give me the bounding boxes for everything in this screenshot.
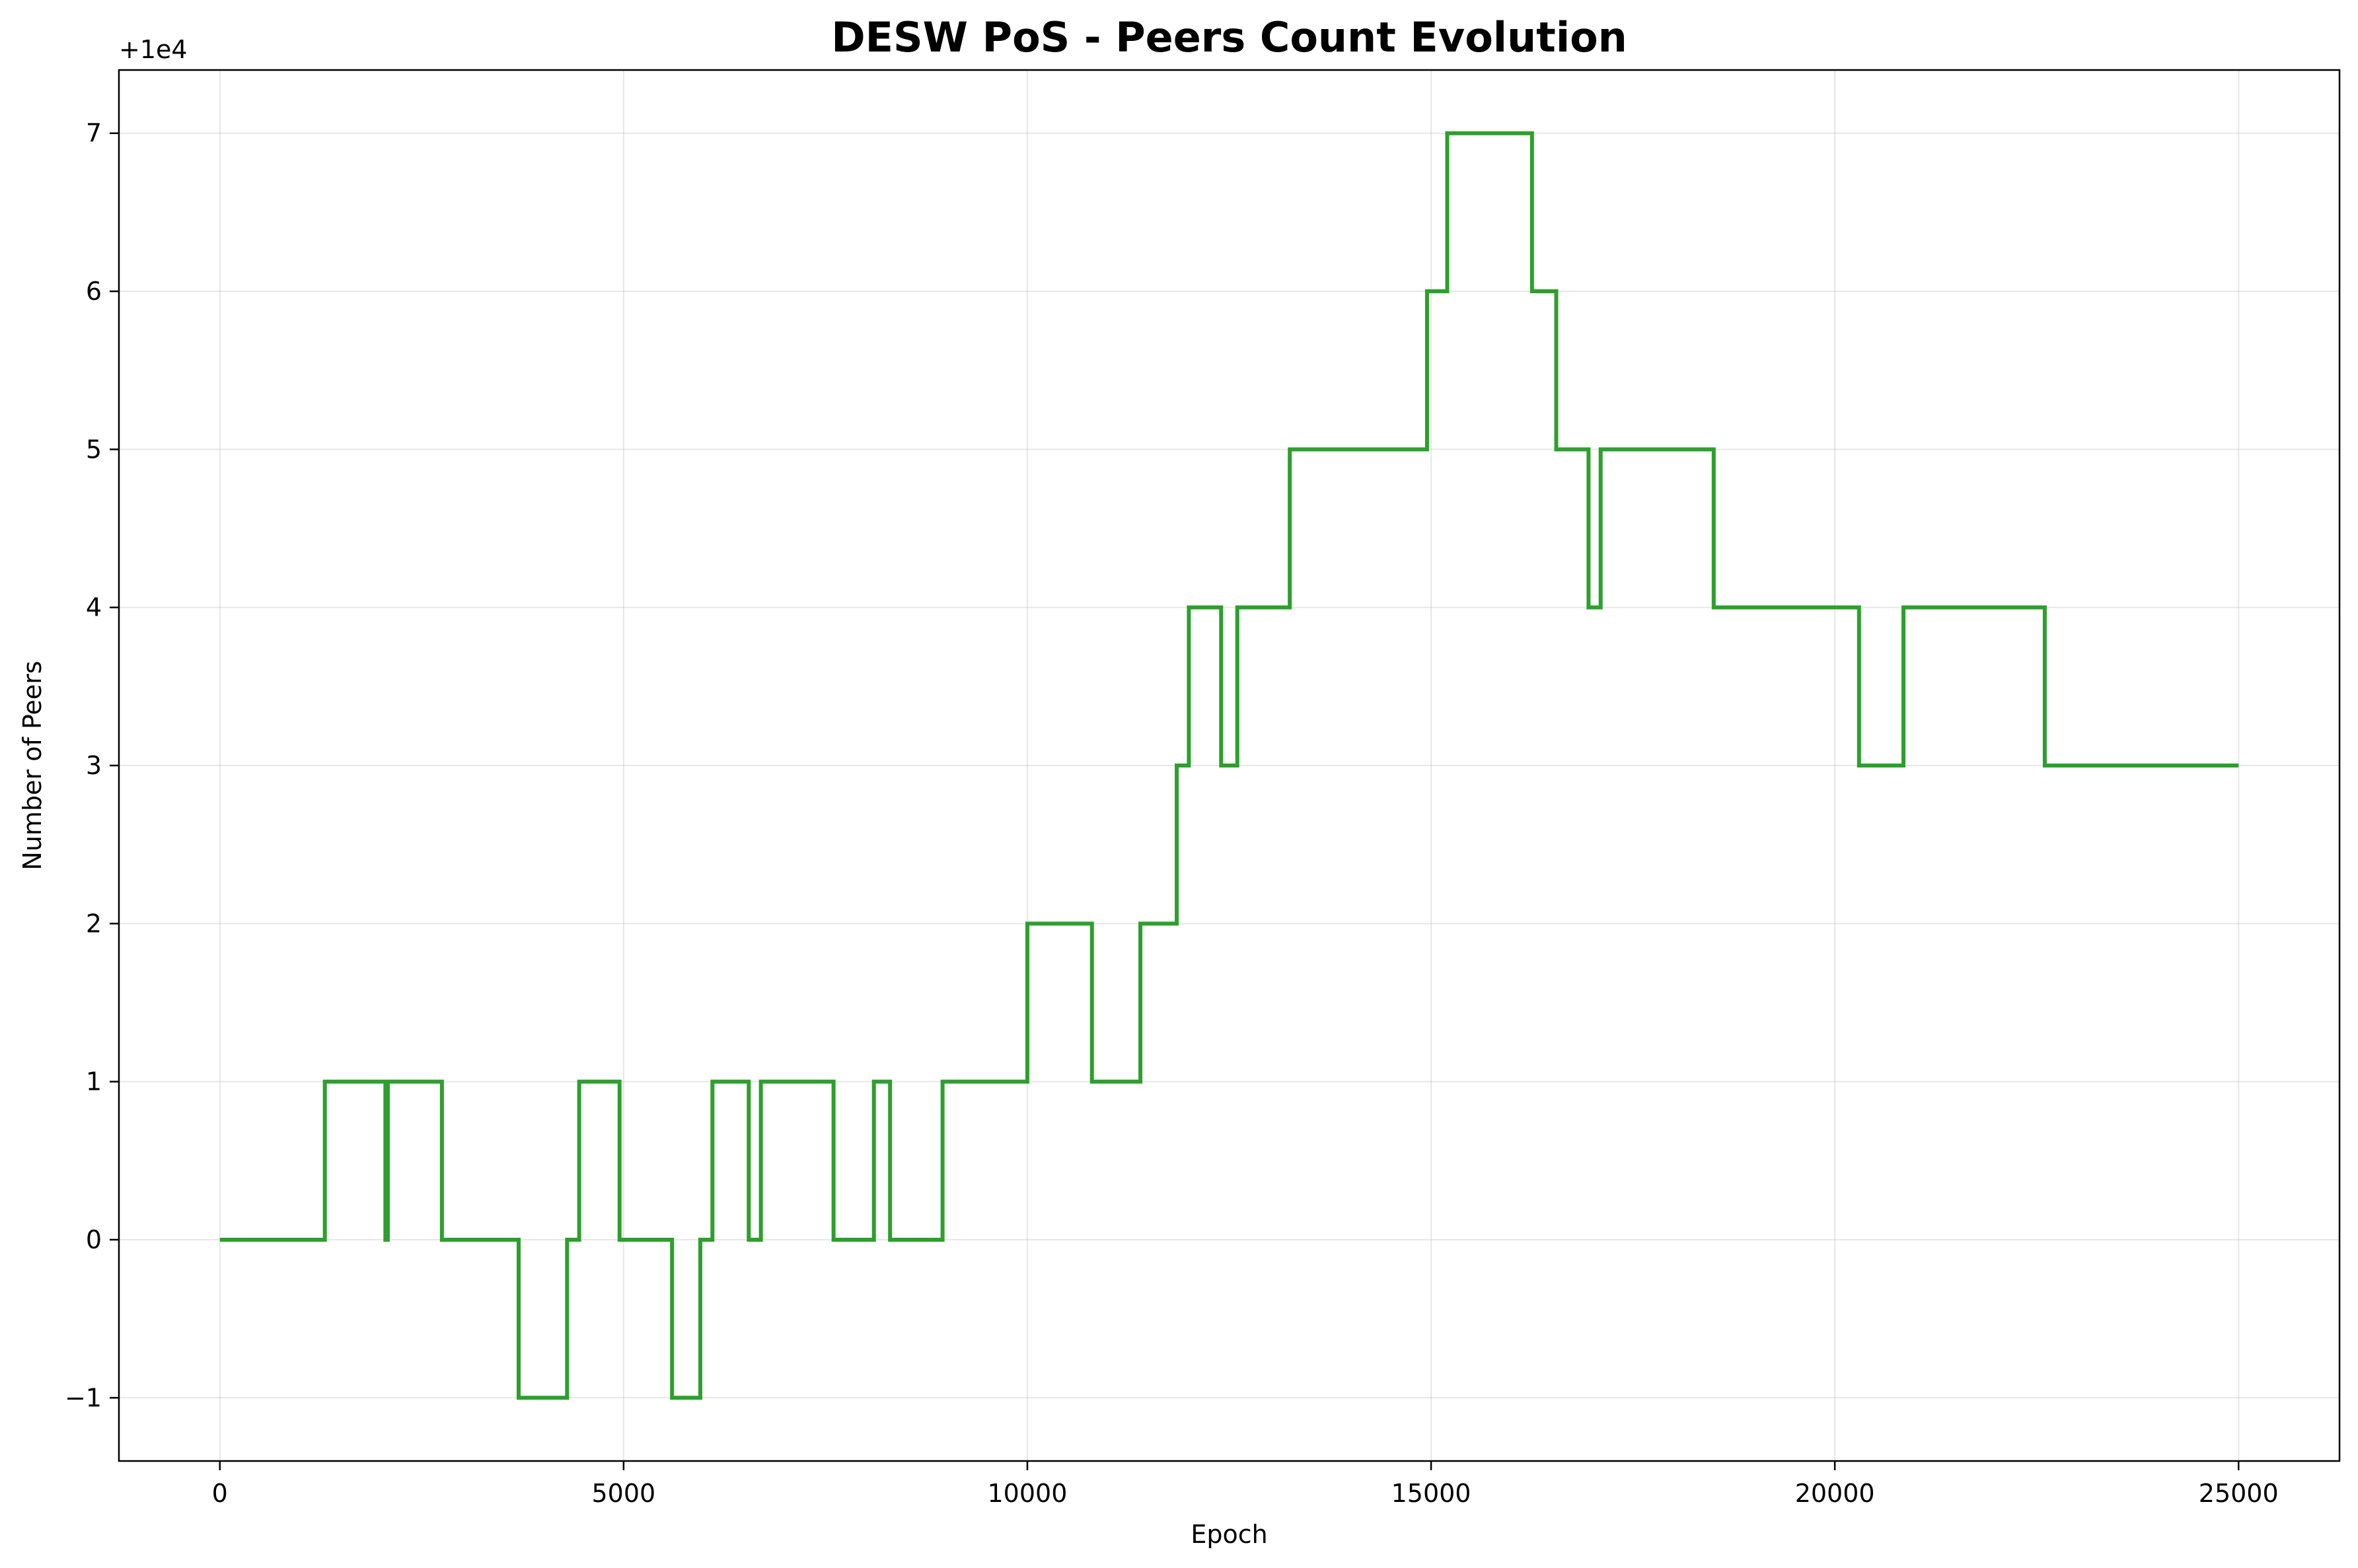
x-tick-label: 10000 — [988, 1479, 1068, 1508]
chart-title: DESW PoS - Peers Count Evolution — [831, 13, 1627, 61]
x-tick-label: 5000 — [592, 1479, 656, 1508]
y-offset-label: +1e4 — [119, 35, 188, 64]
y-tick-label: 7 — [86, 119, 102, 148]
y-tick-label: 1 — [86, 1067, 102, 1096]
y-tick-label: 0 — [86, 1225, 102, 1254]
tick-layer: 0 5000 10000 15000 20000 25000 −1 0 1 2 3 4 5 6 7 — [65, 119, 2279, 1508]
y-tick-label: 2 — [86, 909, 102, 938]
x-tick-label: 15000 — [1391, 1479, 1471, 1508]
y-tick-label: 5 — [86, 435, 102, 464]
x-tick-label: 20000 — [1795, 1479, 1875, 1508]
peers-count-line — [219, 131, 2239, 1400]
y-tick-label: 6 — [86, 277, 102, 306]
y-tick-label: −1 — [65, 1383, 102, 1412]
y-axis-label: Number of Peers — [18, 660, 47, 870]
y-tick-label: 4 — [86, 593, 102, 622]
series-layer — [219, 131, 2239, 1400]
x-axis-label: Epoch — [1191, 1520, 1267, 1549]
x-tick-label: 0 — [212, 1479, 228, 1508]
x-tick-label: 25000 — [2199, 1479, 2279, 1508]
y-tick-label: 3 — [86, 751, 102, 780]
